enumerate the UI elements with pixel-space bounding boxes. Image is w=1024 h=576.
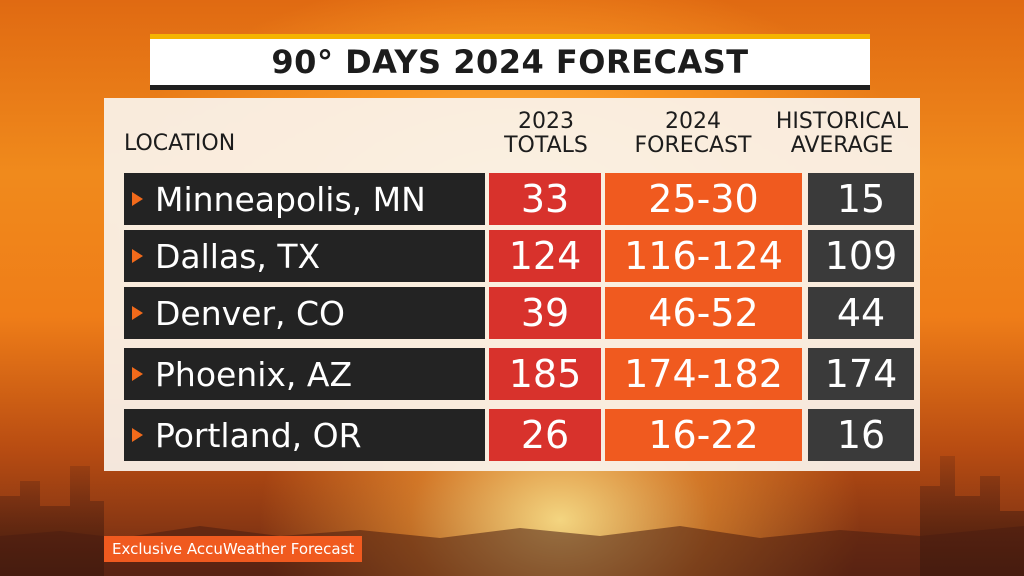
triangle-right-icon — [132, 306, 143, 320]
source-tag: Exclusive AccuWeather Forecast — [104, 536, 363, 562]
historical-average-cell: 15 — [808, 173, 914, 225]
table-row: Dallas, TX 124 116-124 109 — [124, 225, 914, 282]
triangle-right-icon — [132, 367, 143, 381]
location-cell: Portland, OR — [124, 409, 485, 461]
table-row: Portland, OR 26 16-22 16 — [124, 409, 914, 461]
page-title: 90° DAYS 2024 FORECAST — [271, 43, 749, 81]
location-name: Minneapolis, MN — [155, 179, 426, 219]
header-2023-line1: 2023 — [518, 109, 574, 134]
header-hist-line1: HISTORICAL — [775, 109, 909, 134]
table-row: Denver, CO 39 46-52 44 — [124, 287, 914, 339]
totals-2023-cell: 39 — [489, 287, 601, 339]
location-cell: Phoenix, AZ — [124, 348, 485, 400]
header-hist-line2: AVERAGE — [790, 133, 894, 158]
triangle-right-icon — [132, 192, 143, 206]
header-2024-line1: 2024 — [665, 109, 721, 134]
location-name: Denver, CO — [155, 293, 346, 333]
title-bar: 90° DAYS 2024 FORECAST — [150, 34, 870, 90]
header-2023-line2: TOTALS — [504, 133, 588, 158]
forecast-2024-cell: 116-124 — [605, 230, 802, 282]
header-2024-line2: FORECAST — [634, 133, 752, 158]
historical-average-cell: 109 — [808, 230, 914, 282]
forecast-table: LOCATION 2023 TOTALS 2024 FORECAST HISTO… — [104, 98, 920, 471]
location-cell: Denver, CO — [124, 287, 485, 339]
header-2024-forecast: 2024 FORECAST — [604, 110, 782, 158]
totals-2023-cell: 124 — [489, 230, 601, 282]
table-row: Minneapolis, MN 33 25-30 15 — [124, 173, 914, 225]
totals-2023-cell: 26 — [489, 409, 601, 461]
forecast-2024-cell: 46-52 — [605, 287, 802, 339]
triangle-right-icon — [132, 428, 143, 442]
location-name: Dallas, TX — [155, 236, 321, 276]
historical-average-cell: 44 — [808, 287, 914, 339]
header-2023-totals: 2023 TOTALS — [492, 110, 600, 158]
table-row: Phoenix, AZ 185 174-182 174 — [124, 348, 914, 400]
location-name: Portland, OR — [155, 415, 362, 455]
historical-average-cell: 16 — [808, 409, 914, 461]
totals-2023-cell: 33 — [489, 173, 601, 225]
header-historical-average: HISTORICAL AVERAGE — [768, 110, 916, 158]
forecast-2024-cell: 25-30 — [605, 173, 802, 225]
location-name: Phoenix, AZ — [155, 354, 353, 394]
totals-2023-cell: 185 — [489, 348, 601, 400]
historical-average-cell: 174 — [808, 348, 914, 400]
forecast-2024-cell: 16-22 — [605, 409, 802, 461]
header-location: LOCATION — [124, 131, 236, 156]
triangle-right-icon — [132, 249, 143, 263]
forecast-2024-cell: 174-182 — [605, 348, 802, 400]
location-cell: Dallas, TX — [124, 230, 485, 282]
location-cell: Minneapolis, MN — [124, 173, 485, 225]
